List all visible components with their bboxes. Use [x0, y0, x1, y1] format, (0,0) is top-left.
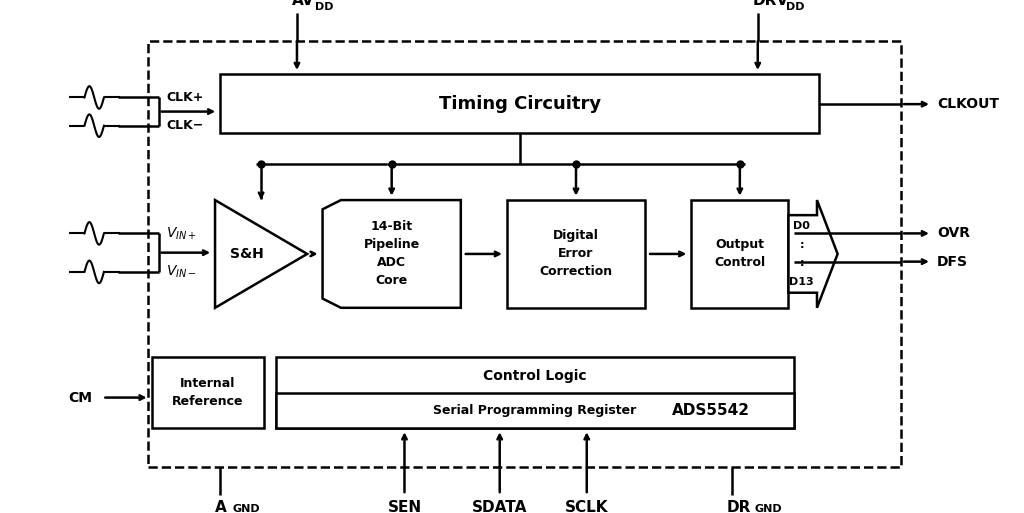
Polygon shape	[323, 200, 461, 308]
Text: D13: D13	[790, 277, 814, 287]
FancyBboxPatch shape	[148, 41, 901, 467]
Polygon shape	[788, 200, 838, 308]
Text: GND: GND	[232, 504, 260, 513]
Text: DFS: DFS	[937, 254, 968, 269]
Text: Serial Programming Register: Serial Programming Register	[433, 404, 637, 418]
Text: 14-Bit
Pipeline
ADC
Core: 14-Bit Pipeline ADC Core	[364, 221, 420, 287]
Text: DD: DD	[786, 2, 805, 12]
Text: AV: AV	[292, 0, 314, 8]
Text: $V_{IN-}$: $V_{IN-}$	[166, 264, 197, 280]
Text: :: :	[800, 258, 804, 268]
Text: Timing Circuitry: Timing Circuitry	[438, 95, 601, 113]
Text: $V_{IN+}$: $V_{IN+}$	[166, 225, 197, 242]
FancyBboxPatch shape	[152, 357, 264, 428]
Text: A: A	[215, 500, 226, 513]
Text: ADS5542: ADS5542	[672, 403, 750, 419]
Text: CM: CM	[69, 390, 92, 405]
Text: GND: GND	[755, 504, 782, 513]
FancyBboxPatch shape	[507, 200, 645, 308]
Text: D0: D0	[794, 221, 810, 231]
FancyBboxPatch shape	[220, 74, 819, 133]
Text: SDATA: SDATA	[472, 500, 527, 513]
Polygon shape	[215, 200, 307, 308]
Text: OVR: OVR	[937, 226, 970, 241]
Text: Internal
Reference: Internal Reference	[172, 377, 244, 408]
Text: Digital
Error
Correction: Digital Error Correction	[540, 229, 612, 279]
Text: SEN: SEN	[387, 500, 422, 513]
Text: CLK+: CLK+	[166, 91, 203, 104]
Text: DD: DD	[315, 2, 334, 12]
FancyBboxPatch shape	[276, 357, 794, 428]
FancyBboxPatch shape	[691, 200, 788, 308]
Text: Output
Control: Output Control	[715, 239, 765, 269]
Text: S&H: S&H	[230, 247, 264, 261]
Text: CLK−: CLK−	[166, 119, 203, 132]
Text: DRV: DRV	[753, 0, 788, 8]
Text: SCLK: SCLK	[565, 500, 608, 513]
FancyBboxPatch shape	[276, 393, 794, 428]
Text: Control Logic: Control Logic	[483, 369, 587, 383]
Text: CLKOUT: CLKOUT	[937, 97, 999, 111]
Text: :: :	[800, 240, 804, 250]
Text: DR: DR	[727, 500, 752, 513]
